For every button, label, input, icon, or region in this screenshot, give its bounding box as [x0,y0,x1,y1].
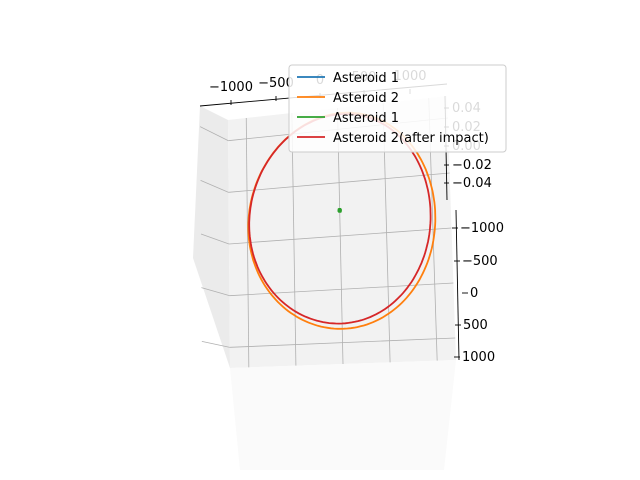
legend-box [288,64,507,153]
series-2-asteroid-1 [337,208,342,213]
z-tick-label: −0.02 [452,158,492,173]
x-tick-label: −1000 [209,80,253,95]
bottom-pane [230,360,456,470]
grid-line-y-4 [229,337,456,348]
legend-label-3: Asteroid 2(after impact) [333,131,489,146]
y-tick-label: −1000 [460,221,504,236]
grid-line-y-2 [228,227,452,245]
side-grid-line-0 [199,126,229,142]
x-tick-label: −500 [258,76,294,91]
legend: Asteroid 1 Asteroid 2 Asteroid 1 Asteroid 2… [288,64,507,153]
grid-line-y-1 [228,172,450,193]
axes-panes [193,96,456,470]
left-pane [193,106,230,368]
back-pane [228,96,456,368]
side-grid-line-2 [200,233,230,245]
legend-label-0: Asteroid 1 [333,71,399,86]
legend-label-2: Asteroid 1 [333,111,399,126]
side-grid-line-3 [201,287,230,297]
z-tick-label: −0.04 [452,176,492,191]
legend-label-1: Asteroid 2 [333,91,399,106]
y-axis-line [455,209,460,361]
side-grid-line-1 [200,179,229,193]
y-tick-label: 1000 [462,350,495,365]
y-tick-label: 0 [470,286,478,301]
y-tick-label: −500 [462,254,498,269]
side-grid-line-4 [201,340,230,348]
y-tick-label: 500 [463,318,488,333]
